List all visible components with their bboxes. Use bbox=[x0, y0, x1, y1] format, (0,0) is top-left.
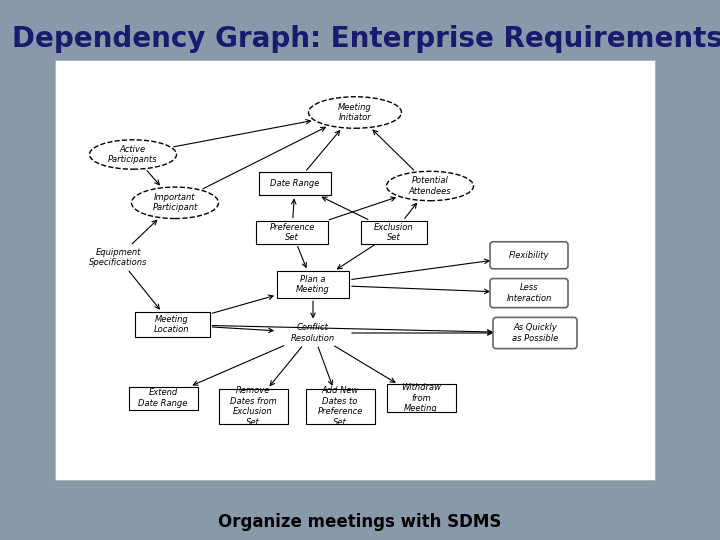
Bar bbox=[55, 480, 655, 485]
Bar bbox=[305, 389, 374, 424]
Ellipse shape bbox=[132, 187, 218, 219]
Text: Preference
Set: Preference Set bbox=[269, 222, 315, 242]
Text: Remove
Dates from
Exclusion
Set: Remove Dates from Exclusion Set bbox=[230, 387, 276, 427]
Bar bbox=[277, 271, 349, 298]
Bar bbox=[0, 55, 55, 485]
Text: Plan a
Meeting: Plan a Meeting bbox=[296, 275, 330, 294]
Text: Date Range: Date Range bbox=[270, 179, 320, 188]
Bar bbox=[55, 55, 655, 60]
Bar bbox=[218, 389, 287, 424]
Bar bbox=[135, 312, 210, 337]
Text: Important
Participant: Important Participant bbox=[153, 193, 197, 213]
Ellipse shape bbox=[387, 171, 474, 201]
Text: Active
Participants: Active Participants bbox=[108, 145, 158, 164]
Bar bbox=[387, 384, 456, 411]
Text: Equipment
Specifications: Equipment Specifications bbox=[89, 248, 147, 267]
Bar bbox=[361, 221, 427, 244]
Text: Conflict
Resolution: Conflict Resolution bbox=[291, 323, 335, 343]
Text: Dependency Graph: Enterprise Requirements: Dependency Graph: Enterprise Requirement… bbox=[12, 25, 720, 53]
Ellipse shape bbox=[308, 97, 402, 128]
Text: Add New
Dates to
Preference
Set: Add New Dates to Preference Set bbox=[318, 387, 363, 427]
Text: Organize meetings with SDMS: Organize meetings with SDMS bbox=[218, 513, 502, 531]
Text: Less
Interaction: Less Interaction bbox=[506, 284, 552, 303]
Text: As Quickly
as Possible: As Quickly as Possible bbox=[512, 323, 558, 343]
Bar bbox=[256, 221, 328, 244]
Bar bbox=[259, 172, 331, 195]
FancyBboxPatch shape bbox=[490, 279, 568, 308]
Text: Flexibility: Flexibility bbox=[509, 251, 549, 260]
FancyBboxPatch shape bbox=[493, 318, 577, 349]
Text: Extend
Date Range: Extend Date Range bbox=[138, 388, 188, 408]
Bar bbox=[128, 387, 197, 410]
Bar bbox=[55, 60, 655, 480]
Text: Meeting
Location: Meeting Location bbox=[154, 315, 190, 334]
Text: Meeting
Initiator: Meeting Initiator bbox=[338, 103, 372, 122]
Text: Potential
Attendees: Potential Attendees bbox=[409, 176, 451, 195]
Ellipse shape bbox=[89, 140, 176, 169]
Text: Exclusion
Set: Exclusion Set bbox=[374, 222, 414, 242]
FancyBboxPatch shape bbox=[490, 242, 568, 269]
Text: Withdraw
from
Meeting: Withdraw from Meeting bbox=[401, 383, 441, 413]
Bar bbox=[655, 55, 720, 485]
